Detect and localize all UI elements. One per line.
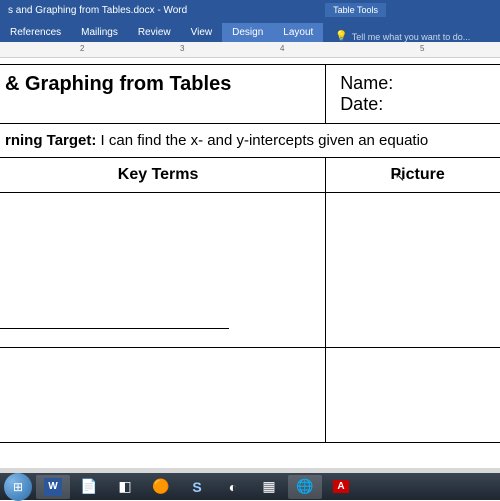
taskbar-app1[interactable]: ◧	[108, 475, 142, 499]
col1-header-text: Key Terms	[118, 166, 199, 183]
cell-row3-col1[interactable]	[0, 348, 326, 443]
browser-icon: 🌐	[296, 478, 313, 495]
ruler-tick: 5	[420, 44, 424, 53]
taskbar-app3[interactable]: S	[180, 475, 214, 499]
ribbon-tabs: References Mailings Review View Design L…	[0, 20, 500, 42]
table-tools-label: Table Tools	[325, 3, 386, 17]
document-filename: s and Graphing from Tables.docx - Word	[8, 5, 187, 16]
cell-keyterms-body[interactable]	[0, 193, 326, 348]
tab-references[interactable]: References	[0, 23, 71, 42]
cell-picture-body[interactable]	[326, 193, 500, 348]
start-button[interactable]: ⊞	[4, 473, 32, 501]
taskbar: ⊞ W 📄 ◧ 🟠 S ◐ ▦ 🌐 A	[0, 468, 500, 500]
tab-design[interactable]: Design	[222, 23, 273, 42]
ruler-tick: 4	[280, 44, 284, 53]
date-label: Date:	[340, 94, 495, 115]
taskbar-pdf[interactable]: 📄	[72, 475, 106, 499]
pdf-icon: 📄	[80, 478, 97, 495]
tell-me-search[interactable]: 💡 Tell me what you want to do...	[335, 31, 470, 42]
cell-col1-header[interactable]: Key Terms	[0, 158, 326, 193]
tab-view[interactable]: View	[181, 23, 223, 42]
horizontal-ruler[interactable]: 2 3 4 5	[0, 42, 500, 58]
app1-icon: ◧	[118, 478, 131, 495]
tab-mailings[interactable]: Mailings	[71, 23, 128, 42]
taskbar-app4[interactable]: ◐	[216, 475, 250, 499]
taskbar-word[interactable]: W	[36, 475, 70, 499]
app3-icon: S	[192, 479, 201, 495]
bulb-icon: 💡	[335, 31, 347, 42]
ruler-tick: 3	[180, 44, 184, 53]
acrobat-icon: A	[333, 480, 348, 493]
app5-icon: ▦	[262, 478, 275, 495]
taskbar-acrobat[interactable]: A	[324, 475, 358, 499]
cell-main-title[interactable]: & Graphing from Tables	[0, 65, 326, 124]
tell-me-text: Tell me what you want to do...	[352, 32, 471, 42]
taskbar-app2[interactable]: 🟠	[144, 475, 178, 499]
taskbar-app5[interactable]: ▦	[252, 475, 286, 499]
word-icon: W	[44, 478, 62, 496]
ruler-tick: 2	[80, 44, 84, 53]
title-bar: s and Graphing from Tables.docx - Word T…	[0, 0, 500, 20]
cell-col2-header[interactable]: Picture	[326, 158, 500, 193]
app4-icon: ◐	[229, 479, 237, 495]
main-title-text: & Graphing from Tables	[5, 73, 231, 95]
app2-icon: 🟠	[152, 478, 169, 495]
blank-line	[0, 328, 229, 329]
cell-name-date[interactable]: Name: Date:	[326, 65, 500, 124]
cell-learning-target[interactable]: rning Target: I can find the x- and y-in…	[0, 124, 500, 158]
col2-header-text: Picture	[390, 166, 444, 183]
target-label: rning Target:	[5, 132, 96, 149]
document-area[interactable]: & Graphing from Tables Name: Date: rning…	[0, 58, 500, 468]
document-table[interactable]: & Graphing from Tables Name: Date: rning…	[0, 64, 500, 443]
taskbar-browser[interactable]: 🌐	[288, 475, 322, 499]
tab-review[interactable]: Review	[128, 23, 181, 42]
tab-layout[interactable]: Layout	[273, 23, 323, 42]
name-label: Name:	[340, 73, 495, 94]
start-icon: ⊞	[13, 480, 23, 494]
cell-row3-col2[interactable]	[326, 348, 500, 443]
target-text: I can find the x- and y-intercepts given…	[96, 132, 428, 149]
